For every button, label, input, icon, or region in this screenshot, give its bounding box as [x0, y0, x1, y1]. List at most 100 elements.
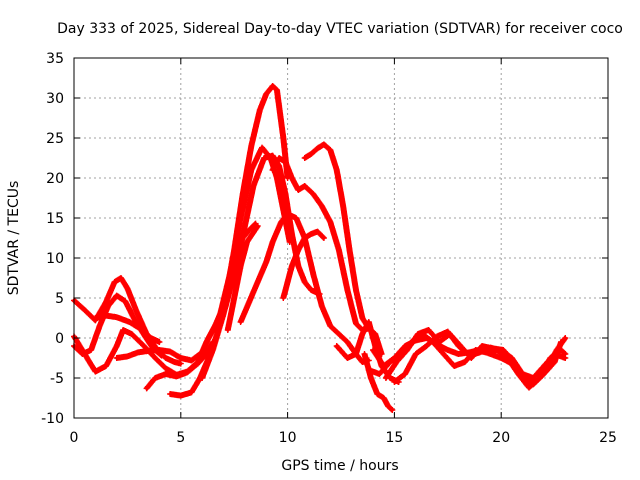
data-point	[416, 332, 420, 336]
data-point	[260, 146, 264, 150]
y-tick-label: 20	[46, 171, 64, 187]
data-point	[414, 352, 418, 356]
data-point	[281, 136, 285, 140]
data-point	[335, 168, 339, 172]
data-point	[239, 264, 243, 268]
data-point	[437, 340, 441, 344]
data-point	[527, 386, 531, 390]
data-point	[168, 392, 172, 396]
data-point	[337, 248, 341, 252]
data-point	[354, 322, 358, 326]
data-point	[563, 336, 567, 340]
data-point	[247, 228, 251, 232]
data-point	[347, 248, 352, 252]
data-point	[403, 372, 407, 376]
data-point	[258, 108, 262, 112]
data-point	[164, 356, 168, 360]
data-point	[196, 362, 200, 366]
data-point	[232, 296, 236, 300]
data-point	[164, 372, 168, 376]
data-point	[563, 356, 567, 360]
data-point	[456, 344, 461, 348]
y-tick-label: -10	[41, 411, 64, 427]
data-point	[446, 330, 450, 334]
data-point	[542, 364, 546, 368]
data-point	[384, 376, 388, 380]
series-track-f	[143, 339, 216, 392]
y-tick-label: 0	[55, 331, 64, 347]
y-tick-label: -5	[50, 371, 64, 387]
x-tick-label: 15	[385, 430, 403, 446]
data-point	[239, 320, 243, 324]
series-track-h	[199, 152, 323, 381]
data-point	[311, 192, 315, 196]
data-point	[200, 350, 204, 354]
data-point	[277, 104, 281, 108]
data-point	[115, 356, 119, 360]
data-point	[112, 280, 117, 284]
data-point	[345, 340, 350, 344]
data-point	[337, 332, 341, 336]
data-point	[213, 324, 217, 328]
data-point	[405, 348, 409, 352]
data-point	[89, 348, 93, 352]
data-point	[303, 156, 307, 160]
data-point	[488, 352, 493, 356]
data-point	[104, 300, 108, 304]
data-point	[245, 240, 249, 244]
data-point	[309, 152, 313, 156]
x-axis-label: GPS time / hours	[281, 458, 398, 474]
data-point	[456, 352, 461, 356]
data-point	[179, 394, 183, 398]
x-tick-label: 5	[176, 430, 185, 446]
data-point	[200, 376, 204, 380]
data-point	[93, 316, 97, 320]
y-tick-label: 10	[46, 251, 64, 267]
data-point	[251, 230, 256, 234]
data-point	[369, 376, 373, 380]
data-point	[553, 352, 557, 356]
data-point	[253, 222, 258, 226]
data-point	[104, 314, 108, 318]
data-point	[311, 272, 315, 276]
data-point	[290, 232, 294, 236]
data-point	[159, 354, 164, 358]
data-point	[392, 356, 396, 360]
data-point	[360, 316, 364, 320]
data-point	[320, 304, 324, 308]
y-tick-label: 30	[46, 91, 64, 107]
y-tick-label: 25	[46, 131, 64, 147]
data-point	[211, 348, 215, 352]
data-point	[98, 324, 102, 328]
data-point	[104, 364, 108, 368]
data-point	[463, 360, 467, 364]
data-point	[345, 288, 350, 292]
data-point	[367, 320, 371, 324]
data-point	[271, 154, 275, 158]
data-point	[80, 352, 85, 356]
x-tick-label: 10	[279, 430, 297, 446]
data-point	[115, 315, 119, 319]
data-point	[382, 364, 386, 368]
data-point	[362, 352, 367, 356]
data-point	[243, 224, 247, 228]
data-point	[232, 248, 236, 252]
data-point	[189, 358, 194, 362]
y-tick-label: 15	[46, 211, 64, 227]
data-point	[256, 280, 260, 284]
data-point	[277, 156, 281, 160]
y-tick-label: 5	[55, 291, 64, 307]
data-point	[480, 344, 484, 348]
data-point	[140, 342, 144, 346]
series-track-i	[224, 223, 261, 333]
data-point	[322, 142, 326, 146]
data-point	[394, 360, 399, 364]
x-tick-label: 25	[599, 430, 617, 446]
data-point	[157, 348, 162, 352]
data-point	[226, 328, 230, 332]
data-point	[426, 328, 431, 332]
data-point	[296, 188, 300, 192]
series-track-d	[92, 312, 163, 345]
data-point	[147, 349, 151, 353]
data-point	[83, 308, 87, 312]
